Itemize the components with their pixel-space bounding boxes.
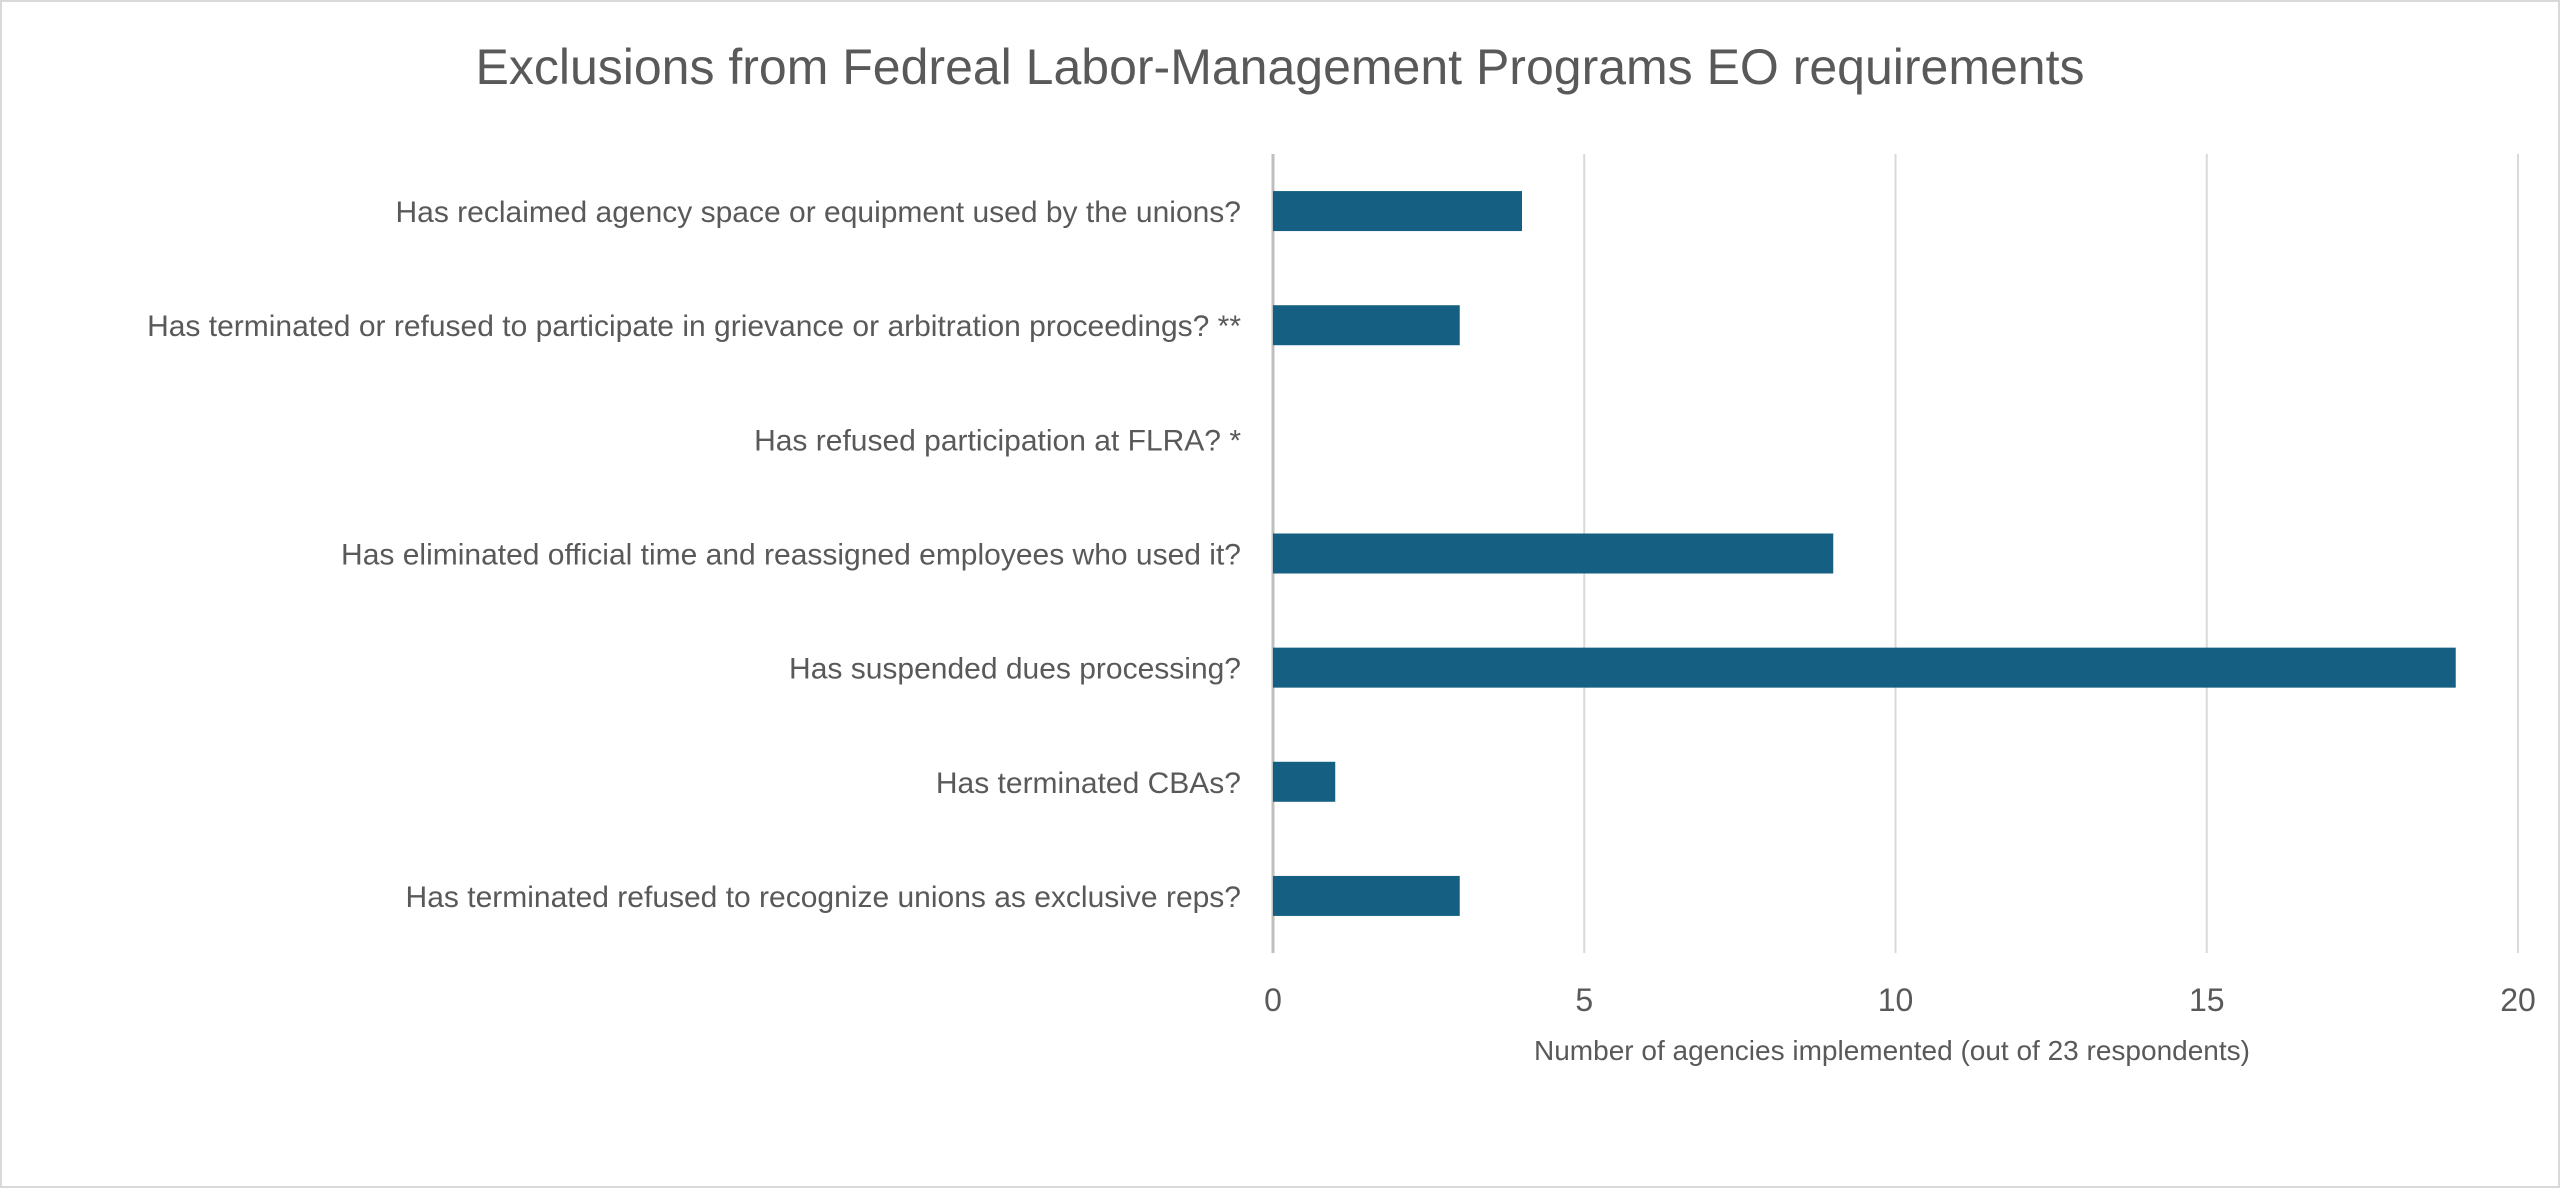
bar bbox=[1273, 305, 1460, 346]
category-label: Has eliminated official time and reassig… bbox=[341, 539, 1241, 572]
x-tick-label: 0 bbox=[1264, 982, 1282, 1018]
chart-title: Exclusions from Fedreal Labor-Management… bbox=[475, 39, 2084, 95]
bars bbox=[1273, 191, 2456, 916]
category-label: Has terminated refused to recognize unio… bbox=[406, 881, 1241, 914]
category-label: Has suspended dues processing? bbox=[789, 653, 1241, 686]
category-label: Has refused participation at FLRA? * bbox=[754, 424, 1241, 457]
bar bbox=[1273, 875, 1460, 916]
x-tick-labels: 0 5 10 15 20 bbox=[1264, 982, 2536, 1018]
bar bbox=[1273, 533, 1834, 574]
x-tick-label: 10 bbox=[1878, 982, 1914, 1018]
category-label: Has terminated or refused to participate… bbox=[147, 310, 1241, 343]
bar bbox=[1273, 647, 2456, 688]
x-tick-label: 5 bbox=[1575, 982, 1593, 1018]
category-label: Has terminated CBAs? bbox=[936, 767, 1241, 800]
x-tick-label: 20 bbox=[2500, 982, 2536, 1018]
x-tick-label: 15 bbox=[2189, 982, 2225, 1018]
category-label: Has reclaimed agency space or equipment … bbox=[395, 196, 1241, 229]
x-axis-title: Number of agencies implemented (out of 2… bbox=[1534, 1035, 2250, 1066]
bar bbox=[1273, 191, 1522, 232]
category-labels: Has reclaimed agency space or equipment … bbox=[147, 196, 1241, 914]
bar bbox=[1273, 761, 1336, 802]
